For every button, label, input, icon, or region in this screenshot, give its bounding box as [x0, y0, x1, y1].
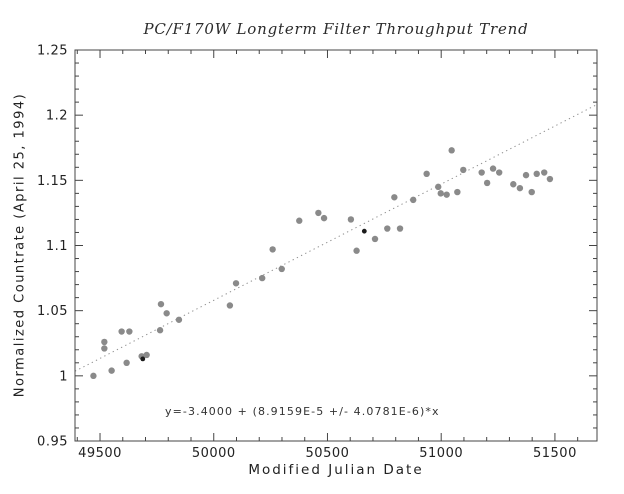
x-axis-label: Modified Julian Date — [248, 462, 424, 478]
data-point — [528, 188, 535, 196]
y-tick-label: 1 — [59, 369, 68, 384]
data-point — [516, 184, 524, 192]
x-tick-label: 49500 — [78, 446, 122, 461]
y-tick-label: 1.05 — [37, 304, 68, 319]
data-point — [435, 183, 442, 191]
data-point — [371, 235, 379, 243]
data-point — [495, 169, 503, 176]
data-point — [396, 225, 404, 232]
data-point-dark — [361, 228, 367, 234]
data-point — [101, 338, 108, 346]
data-point — [296, 217, 303, 224]
data-point — [90, 372, 97, 380]
fit-equation-annotation: y=-3.4000 + (8.9159E-5 +/- 4.0781E-6)*x — [165, 405, 440, 418]
data-point — [410, 196, 417, 204]
data-point — [522, 171, 530, 179]
x-tick-label: 51000 — [419, 446, 463, 461]
data-point — [232, 280, 240, 287]
y-tick-label: 1.15 — [37, 174, 68, 189]
data-point — [320, 214, 328, 222]
chart-title: PC/F170W Longterm Filter Throughput Tren… — [143, 20, 529, 38]
data-point — [347, 216, 355, 223]
data-point — [156, 327, 164, 334]
data-point — [353, 247, 360, 254]
data-point — [478, 169, 485, 176]
data-point-dark — [140, 356, 146, 362]
data-point — [546, 175, 554, 183]
data-point — [258, 274, 266, 282]
data-point — [101, 345, 108, 352]
data-point — [483, 179, 491, 187]
data-point — [448, 147, 455, 154]
data-point — [126, 328, 133, 335]
y-tick-label: 1.25 — [37, 44, 68, 59]
x-tick-label: 51500 — [533, 446, 577, 461]
data-point — [384, 225, 391, 232]
data-point — [157, 300, 165, 308]
data-point — [143, 351, 150, 359]
data-point — [278, 265, 285, 273]
y-axis-label: Normalized Countrate (April 25, 1994) — [12, 92, 28, 398]
data-point — [315, 209, 322, 217]
data-point — [118, 328, 125, 335]
data-point — [175, 316, 183, 323]
data-point — [533, 170, 540, 178]
y-tick-label: 0.95 — [37, 435, 68, 450]
fit-trend-line — [74, 104, 598, 372]
data-point — [460, 166, 467, 174]
data-point — [454, 188, 461, 196]
y-tick-label: 1.2 — [46, 109, 68, 124]
data-point — [510, 181, 517, 188]
y-tick-label: 1.1 — [46, 239, 68, 254]
data-point — [123, 359, 130, 366]
x-tick-label: 50500 — [306, 446, 350, 461]
data-point — [443, 191, 450, 198]
data-point — [423, 170, 430, 178]
data-point — [489, 165, 497, 172]
data-point — [391, 194, 398, 201]
data-point — [108, 367, 115, 374]
data-point — [226, 302, 234, 309]
plot-frame — [74, 49, 598, 442]
x-tick-label: 50000 — [192, 446, 236, 461]
data-point — [163, 310, 170, 317]
data-point — [269, 246, 276, 253]
data-point — [437, 190, 444, 197]
data-point — [541, 169, 548, 176]
